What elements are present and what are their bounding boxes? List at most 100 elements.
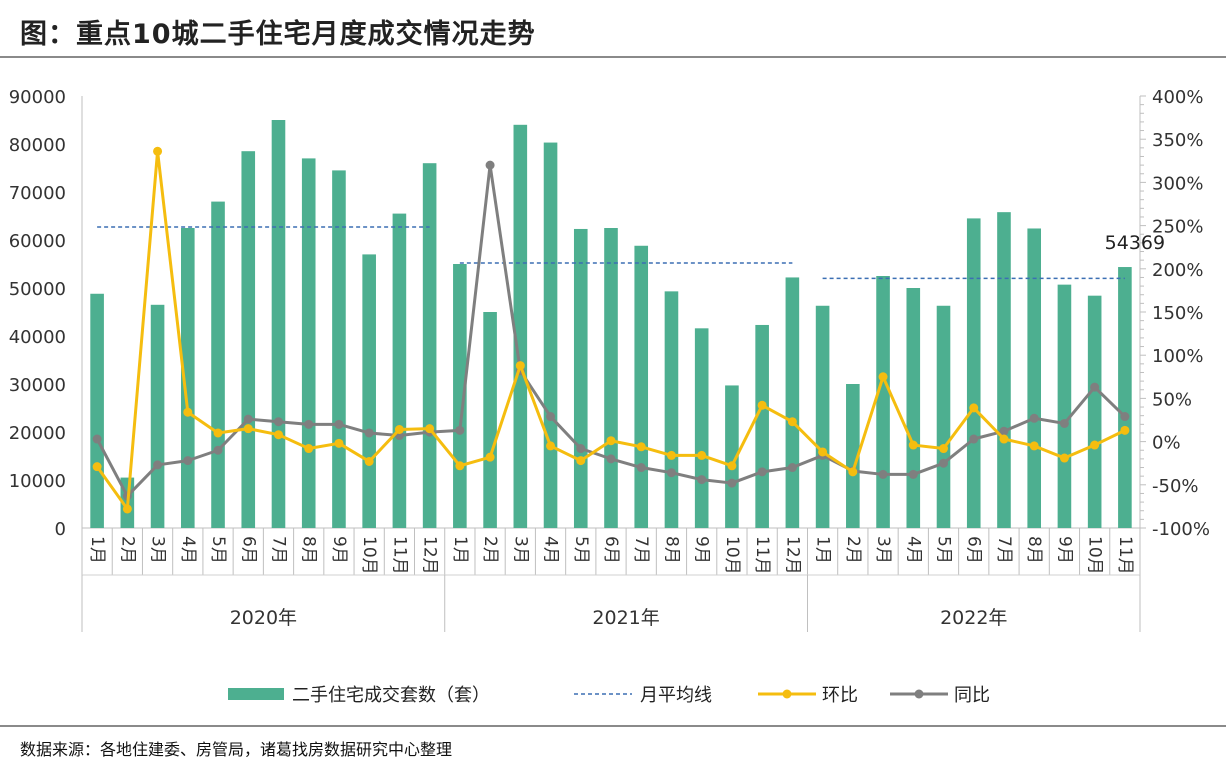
left-tick-label: 50000 — [9, 279, 66, 300]
mom-point — [969, 403, 979, 413]
x-tick-label: 1月 — [813, 536, 833, 564]
yoy-point — [334, 419, 344, 429]
x-tick-label: 9月 — [692, 536, 712, 564]
mom-point — [153, 146, 163, 156]
mom-point — [213, 428, 223, 438]
x-tick-label: 5月 — [208, 536, 228, 564]
bar — [1087, 295, 1102, 528]
x-tick-label: 12月 — [782, 536, 802, 575]
mom-point — [848, 467, 858, 477]
bar — [815, 305, 830, 528]
bar — [604, 228, 618, 528]
left-tick-label: 80000 — [9, 135, 66, 156]
yoy-point — [576, 444, 586, 454]
bar — [846, 384, 860, 528]
yoy-point — [727, 478, 737, 488]
footer-divider — [0, 725, 1226, 727]
legend-marker-yoy — [914, 689, 924, 699]
mom-point — [878, 372, 888, 382]
left-tick-label: 0 — [55, 519, 66, 540]
x-tick-label: 10月 — [1085, 536, 1105, 575]
bar — [422, 163, 437, 528]
x-tick-label: 3月 — [510, 536, 530, 564]
lines-layer — [92, 146, 1130, 514]
mom-point — [273, 430, 283, 440]
yoy-point — [485, 160, 495, 170]
mom-point — [183, 407, 193, 417]
left-tick-label: 70000 — [9, 183, 66, 204]
bar — [543, 142, 558, 528]
x-group-label: 2022年 — [940, 607, 1007, 629]
x-group-label: 2021年 — [592, 607, 659, 629]
legend-label-avg: 月平均线 — [640, 685, 712, 706]
x-tick-label: 10月 — [722, 536, 742, 575]
left-tick-label: 10000 — [9, 471, 66, 492]
bar — [1118, 267, 1132, 528]
x-group-label: 2020年 — [230, 607, 297, 629]
mom-point — [122, 504, 132, 514]
bar — [694, 328, 709, 528]
yoy-point — [304, 419, 314, 429]
bar — [301, 158, 316, 528]
x-tick-label: 10月 — [359, 536, 379, 575]
yoy-point — [666, 468, 676, 478]
mom-point — [243, 424, 253, 434]
yoy-point — [546, 412, 556, 422]
mom-point — [92, 462, 102, 472]
x-tick-label: 4月 — [903, 536, 923, 564]
bar — [966, 218, 981, 528]
labels-layer: 54369 — [1105, 232, 1165, 254]
right-tick-label: 400% — [1152, 87, 1203, 108]
right-tick-label: 250% — [1152, 217, 1203, 238]
yoy-point — [908, 469, 918, 479]
yoy-point — [939, 458, 949, 468]
mom-point — [425, 424, 435, 434]
yoy-point — [455, 425, 465, 435]
x-tick-label: 7月 — [994, 536, 1014, 564]
bar — [755, 324, 769, 528]
x-tick-label: 5月 — [934, 536, 954, 564]
right-tick-label: 350% — [1152, 130, 1203, 151]
x-tick-label: 1月 — [87, 536, 107, 564]
x-tick-label: 2月 — [480, 536, 500, 564]
x-tick-label: 9月 — [329, 536, 349, 564]
yoy-point — [757, 467, 767, 477]
x-tick-label: 6月 — [964, 536, 984, 564]
bar — [211, 201, 225, 528]
x-tick-label: 8月 — [299, 536, 319, 564]
bar — [332, 170, 346, 528]
mom-point — [787, 417, 797, 427]
yoy-point — [636, 463, 646, 473]
mom-point — [606, 436, 616, 446]
x-tick-label: 6月 — [601, 536, 621, 564]
bar — [876, 276, 890, 528]
bar — [90, 293, 104, 528]
mom-point — [666, 450, 676, 460]
bar — [392, 213, 407, 528]
right-tick-label: -100% — [1152, 519, 1210, 540]
mom-point — [636, 442, 646, 452]
bar — [150, 304, 165, 528]
bar — [634, 245, 649, 528]
mom-point — [1120, 425, 1130, 435]
bar — [241, 151, 256, 528]
x-tick-label: 4月 — [178, 536, 198, 564]
mom-point — [1029, 441, 1039, 451]
bar — [785, 277, 800, 528]
yoy-point — [1120, 412, 1130, 422]
bar — [725, 385, 739, 528]
bar — [483, 312, 497, 528]
bars-layer — [90, 120, 1132, 529]
x-tick-label: 8月 — [1024, 536, 1044, 564]
right-tick-label: 50% — [1152, 389, 1192, 410]
mom-point — [394, 425, 404, 435]
x-tick-label: 4月 — [541, 536, 561, 564]
legend-marker-mom — [782, 689, 792, 699]
yoy-point — [697, 475, 707, 485]
bar — [271, 120, 286, 528]
left-tick-label: 20000 — [9, 423, 66, 444]
bar — [513, 124, 528, 529]
x-tick-label: 11月 — [389, 536, 409, 575]
data-label: 54369 — [1105, 232, 1165, 254]
mom-point — [757, 400, 767, 410]
